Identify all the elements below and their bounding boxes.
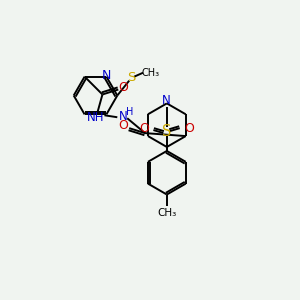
Text: N: N (102, 69, 111, 82)
Text: N: N (161, 94, 170, 107)
Text: O: O (185, 122, 195, 135)
Text: O: O (139, 122, 149, 135)
Text: CH₃: CH₃ (157, 208, 176, 218)
Text: O: O (118, 81, 128, 94)
Text: O: O (118, 119, 128, 132)
Text: CH₃: CH₃ (142, 68, 160, 78)
Text: NH: NH (87, 111, 104, 124)
Text: H: H (127, 107, 134, 117)
Text: S: S (127, 71, 135, 84)
Text: S: S (162, 124, 172, 139)
Text: N: N (119, 110, 128, 123)
